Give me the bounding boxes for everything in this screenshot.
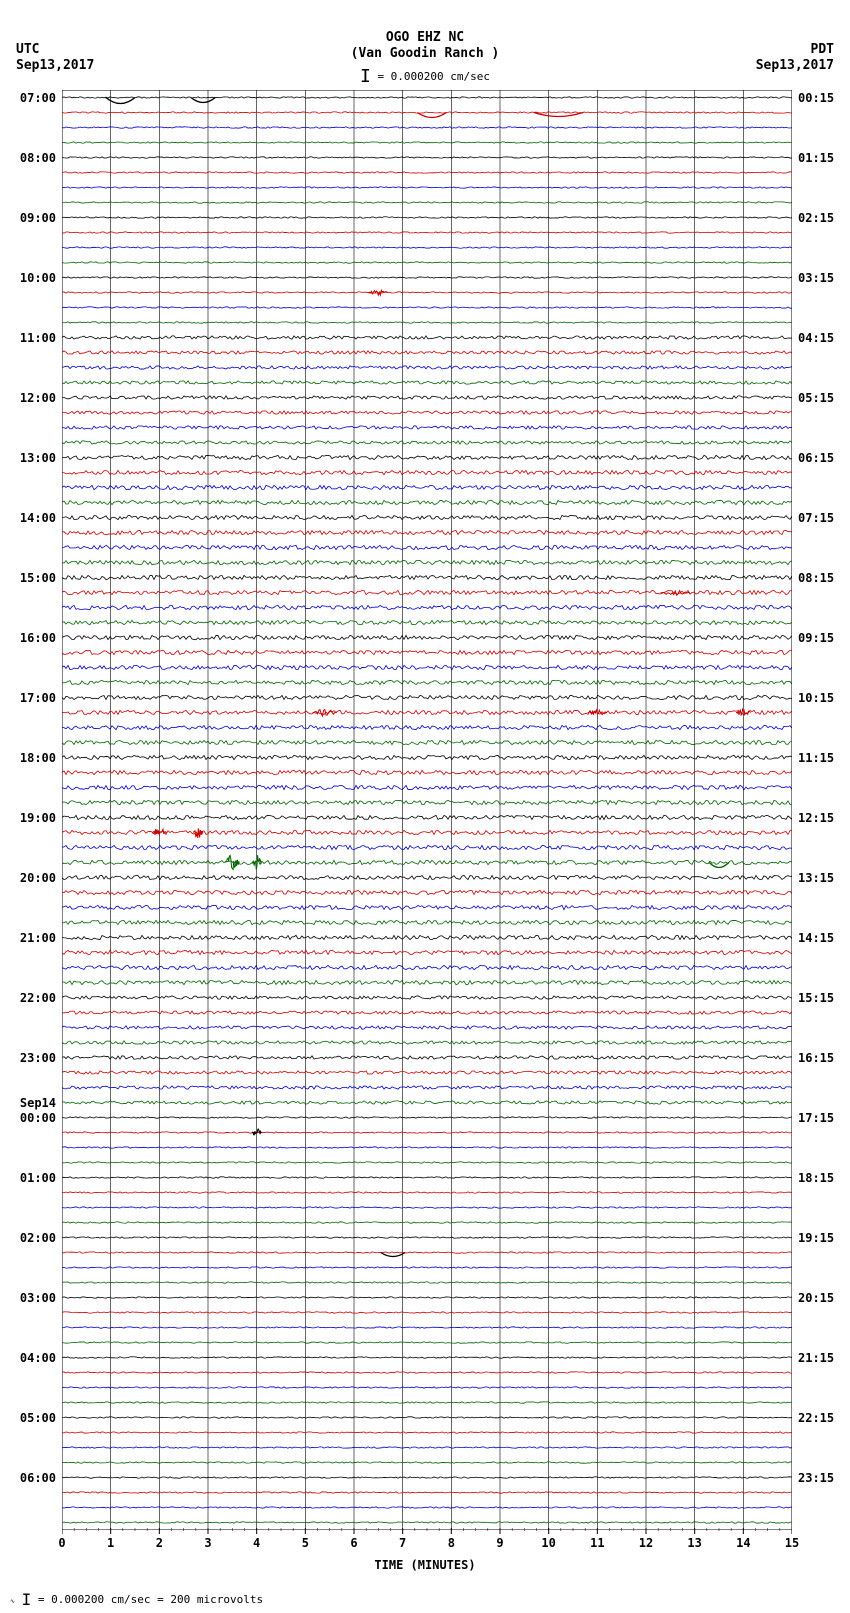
right-hour-label: 07:15 bbox=[798, 511, 834, 525]
left-hour-label: 00:00 bbox=[20, 1111, 56, 1125]
left-hour-label: 12:00 bbox=[20, 391, 56, 405]
right-hour-label: 08:15 bbox=[798, 571, 834, 585]
right-hour-label: 23:15 bbox=[798, 1471, 834, 1485]
x-tick-label: 9 bbox=[496, 1536, 503, 1550]
seismogram-plot bbox=[62, 90, 792, 1530]
right-hour-label: 02:15 bbox=[798, 211, 834, 225]
left-hour-labels: 07:00 08:00 09:00 10:00 11:00 12:00 13:00 14:00… bbox=[0, 90, 60, 1530]
date-right-label: Sep13,2017 bbox=[756, 58, 834, 73]
x-tick-label: 5 bbox=[302, 1536, 309, 1550]
seismogram-svg bbox=[62, 90, 792, 1530]
left-hour-label: 10:00 bbox=[20, 271, 56, 285]
right-hour-label: 10:15 bbox=[798, 691, 834, 705]
left-hour-label: 03:00 bbox=[20, 1291, 56, 1305]
right-hour-label: 18:15 bbox=[798, 1171, 834, 1185]
x-tick-label: 11 bbox=[590, 1536, 604, 1550]
left-hour-label: 17:00 bbox=[20, 691, 56, 705]
left-hour-label: 02:00 bbox=[20, 1231, 56, 1245]
right-hour-label: 06:15 bbox=[798, 451, 834, 465]
x-axis-label: TIME (MINUTES) bbox=[0, 1558, 850, 1572]
right-hour-label: 03:15 bbox=[798, 271, 834, 285]
x-tick-label: 14 bbox=[736, 1536, 750, 1550]
right-hour-label: 21:15 bbox=[798, 1351, 834, 1365]
x-tick-label: 8 bbox=[448, 1536, 455, 1550]
left-hour-label: 08:00 bbox=[20, 151, 56, 165]
right-hour-label: 20:15 bbox=[798, 1291, 834, 1305]
left-hour-label: Sep14 bbox=[20, 1096, 56, 1110]
seismogram-container: OGO EHZ NC (Van Goodin Ranch ) I = 0.000… bbox=[0, 0, 850, 1613]
tz-right-label: PDT bbox=[811, 42, 834, 57]
left-hour-label: 07:00 bbox=[20, 91, 56, 105]
right-hour-label: 17:15 bbox=[798, 1111, 834, 1125]
left-hour-label: 22:00 bbox=[20, 991, 56, 1005]
left-hour-label: 16:00 bbox=[20, 631, 56, 645]
scale-header: I = 0.000200 cm/sec bbox=[0, 66, 850, 87]
right-hour-label: 11:15 bbox=[798, 751, 834, 765]
left-hour-label: 06:00 bbox=[20, 1471, 56, 1485]
x-tick-label: 7 bbox=[399, 1536, 406, 1550]
x-tick-label: 12 bbox=[639, 1536, 653, 1550]
footer-text: = 0.000200 cm/sec = 200 microvolts bbox=[38, 1593, 263, 1606]
x-tick-label: 0 bbox=[58, 1536, 65, 1550]
x-tick-label: 13 bbox=[687, 1536, 701, 1550]
tz-left-label: UTC bbox=[16, 42, 39, 57]
x-tick-label: 10 bbox=[541, 1536, 555, 1550]
station-title: OGO EHZ NC bbox=[0, 30, 850, 45]
right-hour-label: 05:15 bbox=[798, 391, 834, 405]
left-hour-label: 18:00 bbox=[20, 751, 56, 765]
right-hour-label: 01:15 bbox=[798, 151, 834, 165]
left-hour-label: 04:00 bbox=[20, 1351, 56, 1365]
right-hour-label: 19:15 bbox=[798, 1231, 834, 1245]
x-tick-label: 15 bbox=[785, 1536, 799, 1550]
right-hour-label: 15:15 bbox=[798, 991, 834, 1005]
footer-scale: ∿ I = 0.000200 cm/sec = 200 microvolts bbox=[10, 1590, 263, 1609]
left-hour-label: 19:00 bbox=[20, 811, 56, 825]
left-hour-label: 15:00 bbox=[20, 571, 56, 585]
x-tick-label: 4 bbox=[253, 1536, 260, 1550]
left-hour-label: 14:00 bbox=[20, 511, 56, 525]
left-hour-label: 01:00 bbox=[20, 1171, 56, 1185]
left-hour-label: 05:00 bbox=[20, 1411, 56, 1425]
left-hour-label: 13:00 bbox=[20, 451, 56, 465]
station-subtitle: (Van Goodin Ranch ) bbox=[0, 46, 850, 61]
left-hour-label: 23:00 bbox=[20, 1051, 56, 1065]
x-tick-label: 6 bbox=[350, 1536, 357, 1550]
left-hour-label: 09:00 bbox=[20, 211, 56, 225]
x-tick-label: 3 bbox=[204, 1536, 211, 1550]
right-hour-labels: 00:15 01:15 02:15 03:15 04:15 05:15 06:15 07:15… bbox=[794, 90, 850, 1530]
right-hour-label: 16:15 bbox=[798, 1051, 834, 1065]
date-left-label: Sep13,2017 bbox=[16, 58, 94, 73]
x-tick-label: 2 bbox=[156, 1536, 163, 1550]
right-hour-label: 00:15 bbox=[798, 91, 834, 105]
left-hour-label: 21:00 bbox=[20, 931, 56, 945]
scale-text: = 0.000200 cm/sec bbox=[377, 70, 490, 83]
left-hour-label: 11:00 bbox=[20, 331, 56, 345]
x-tick-label: 1 bbox=[107, 1536, 114, 1550]
right-hour-label: 13:15 bbox=[798, 871, 834, 885]
right-hour-label: 12:15 bbox=[798, 811, 834, 825]
right-hour-label: 04:15 bbox=[798, 331, 834, 345]
right-hour-label: 09:15 bbox=[798, 631, 834, 645]
right-hour-label: 14:15 bbox=[798, 931, 834, 945]
left-hour-label: 20:00 bbox=[20, 871, 56, 885]
right-hour-label: 22:15 bbox=[798, 1411, 834, 1425]
